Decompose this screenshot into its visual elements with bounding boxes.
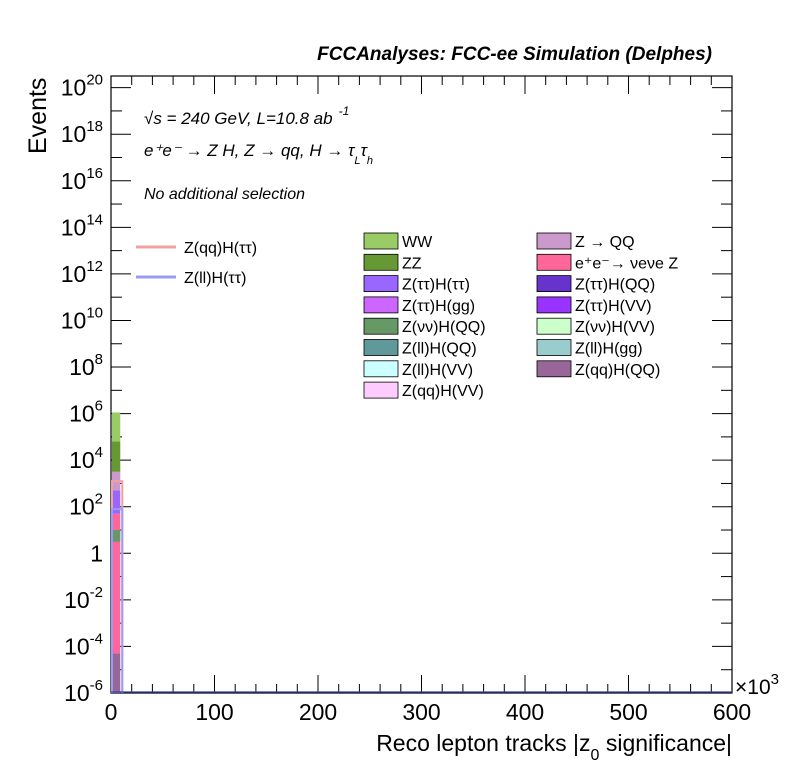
bar-segment — [112, 513, 121, 654]
y-axis-label: Events — [24, 78, 52, 154]
bar-segment — [112, 412, 121, 442]
bar-segment — [112, 653, 121, 693]
x-axis-multiplier-base: ×10 — [735, 676, 771, 699]
process-sub-1: L — [354, 155, 360, 167]
legend-label: WW — [402, 234, 433, 251]
y-tick-label: 104 — [69, 444, 103, 473]
histogram-bars — [112, 412, 121, 693]
legend-label: Z(qq)H(QQ) — [575, 362, 660, 379]
legend-swatch — [536, 296, 572, 314]
legend-swatch — [363, 360, 399, 378]
legend-label: Z(ττ)H(VV) — [575, 298, 652, 315]
legend-background-col2: Z → QQ e⁺e⁻→ νeνe Z Z(ττ)H(QQ) Z(ττ)H(VV) Z(… — [536, 232, 678, 379]
legend-swatch — [536, 317, 572, 335]
legend-swatch — [363, 296, 399, 314]
signal-line — [111, 508, 124, 693]
legend-swatch — [536, 339, 572, 356]
x-axis-label-sub: 0 — [591, 747, 600, 764]
legend-label: Z(νν)H(QQ) — [402, 319, 486, 336]
signal-lines — [111, 480, 732, 693]
process-prefix: e⁺e⁻ → Z H, Z → qq, H → — [144, 141, 348, 160]
y-tick-label: 10-6 — [64, 677, 103, 706]
legend-label: Z(ll)H(QQ) — [402, 341, 477, 358]
y-tick-label: 1020 — [61, 72, 103, 101]
legend-line-label: Z(qq)H(ττ) — [184, 240, 257, 257]
x-axis-label-tail: significance| — [599, 730, 732, 756]
process-tau-2: τ — [361, 141, 369, 160]
legend-swatch — [363, 253, 399, 271]
chart-title: FCCAnalyses: FCC-ee Simulation (Delphes) — [317, 44, 712, 65]
legend-swatch — [363, 381, 399, 399]
bar-segment — [112, 490, 121, 514]
y-tick-label: 10-2 — [64, 584, 103, 613]
energy-annotation: √s = 240 GeV, L=10.8 ab -1 — [144, 104, 349, 128]
legend-label: Z(ll)H(gg) — [575, 341, 643, 358]
process-sub-2: h — [367, 155, 373, 167]
legend-label: Z(qq)H(VV) — [402, 383, 484, 400]
legend-background-col1: WW ZZ Z(ττ)H(ττ) Z(ττ)H(gg) Z(νν)H(QQ) Z(ll)H… — [363, 232, 486, 400]
x-axis-label: Reco lepton tracks |z0 significance| — [376, 730, 732, 764]
legend-label: Z(ττ)H(QQ) — [575, 277, 655, 294]
x-axis-multiplier: ×103 — [735, 671, 779, 699]
x-tick-label: 300 — [402, 699, 440, 725]
legend-label: ZZ — [402, 255, 422, 272]
x-tick-label: 600 — [713, 699, 751, 725]
energy-text: √s = 240 GeV, L=10.8 ab — [144, 109, 333, 128]
x-axis-multiplier-exp: 3 — [771, 671, 779, 688]
legend-swatch — [536, 360, 572, 378]
x-tick-label: 400 — [506, 699, 544, 725]
x-tick-label: 100 — [195, 699, 233, 725]
bar-segment — [112, 530, 121, 542]
x-axis-label-main: Reco lepton tracks |z — [376, 730, 590, 756]
legend-swatch — [536, 275, 572, 293]
process-tau-1: τ — [348, 141, 356, 160]
x-tick-label: 500 — [609, 699, 647, 725]
legend-label: Z(ττ)H(gg) — [402, 298, 475, 315]
legend-swatch — [363, 317, 399, 335]
selection-annotation: No additional selection — [144, 186, 305, 203]
x-tick-label: 0 — [105, 699, 118, 725]
y-tick-label: 108 — [69, 351, 103, 380]
y-tick-label: 1018 — [61, 118, 103, 147]
y-tick-label: 10-4 — [64, 630, 103, 659]
y-tick-label: 1016 — [61, 165, 103, 194]
y-tick-label: 1012 — [61, 258, 103, 287]
legend-swatch — [363, 232, 399, 250]
y-tick-label: 106 — [69, 398, 103, 427]
legend-label: Z(νν)H(VV) — [575, 319, 655, 336]
legend-swatch — [536, 253, 572, 271]
legend-label: Z(ll)H(VV) — [402, 362, 473, 379]
legend-label: Z(ττ)H(ττ) — [402, 277, 470, 294]
y-tick-label: 102 — [69, 491, 103, 520]
legend-label: Z → QQ — [575, 234, 635, 251]
legend-swatch — [363, 275, 399, 293]
energy-exp: -1 — [339, 104, 350, 118]
x-axis: 0 100 200 300 400 500 600 — [105, 76, 751, 725]
y-tick-label: 1010 — [61, 304, 103, 333]
bar-segment — [112, 441, 121, 472]
y-tick-label: 1014 — [61, 211, 103, 240]
process-annotation: e⁺e⁻ → Z H, Z → qq, H → τLτh — [144, 141, 373, 167]
x-tick-label: 200 — [299, 699, 337, 725]
y-tick-label: 1 — [90, 540, 103, 566]
y-axis: 10-6 10-4 10-2 1 102 104 106 108 1010 1012 1014 101… — [61, 72, 732, 706]
legend-signal: Z(qq)H(ττ) Z(ll)H(ττ) — [136, 240, 257, 287]
legend-label: e⁺e⁻→ νeνe Z — [575, 255, 678, 272]
legend-swatch — [363, 339, 399, 356]
legend-line-label: Z(ll)H(ττ) — [184, 270, 246, 287]
legend-swatch — [536, 232, 572, 250]
